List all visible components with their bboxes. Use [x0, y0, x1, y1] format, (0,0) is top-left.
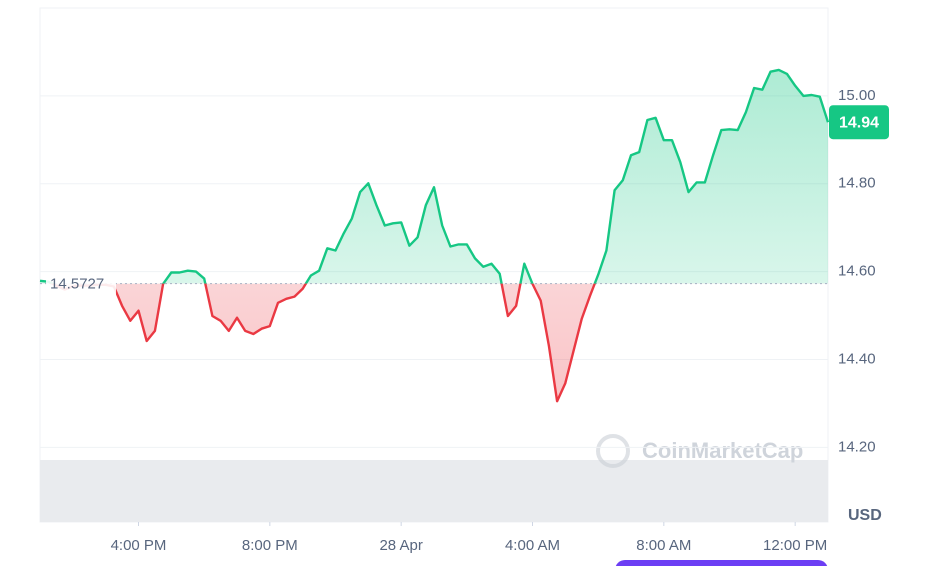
overlay-button[interactable]	[615, 560, 828, 571]
x-tick-label: 4:00 PM	[111, 537, 167, 554]
area-up	[40, 69, 828, 284]
y-tick-label: 14.40	[838, 350, 876, 367]
price-badge	[829, 105, 889, 140]
volume-band	[40, 460, 828, 522]
watermark: CoinMarketCap	[642, 438, 803, 463]
area-down	[52, 283, 595, 402]
price-line-up	[39, 68, 830, 284]
y-tick-label: 14.20	[838, 438, 876, 455]
baseline-label-bg	[46, 272, 116, 295]
currency-label: USD	[848, 507, 882, 524]
watermark-logo	[596, 434, 630, 468]
x-tick-label: 8:00 AM	[636, 537, 691, 554]
baseline-label: 14.5727	[50, 276, 104, 293]
x-tick-label: 28 Apr	[379, 537, 422, 554]
x-tick-label: 12:00 PM	[763, 537, 827, 554]
price-badge-label: 14.94	[839, 114, 879, 131]
x-tick-label: 8:00 PM	[242, 537, 298, 554]
x-tick-label: 4:00 AM	[505, 537, 560, 554]
y-tick-label: 14.80	[838, 175, 876, 192]
y-tick-label: 15.00	[838, 87, 876, 104]
y-tick-label: 14.60	[838, 263, 876, 280]
